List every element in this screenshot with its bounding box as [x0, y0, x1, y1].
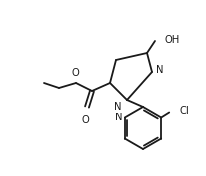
- Text: N: N: [156, 65, 164, 75]
- Text: N: N: [115, 112, 123, 122]
- Text: O: O: [71, 68, 79, 78]
- Text: Cl: Cl: [179, 106, 189, 117]
- Text: N: N: [115, 102, 122, 112]
- Text: O: O: [81, 115, 89, 125]
- Text: OH: OH: [165, 35, 180, 45]
